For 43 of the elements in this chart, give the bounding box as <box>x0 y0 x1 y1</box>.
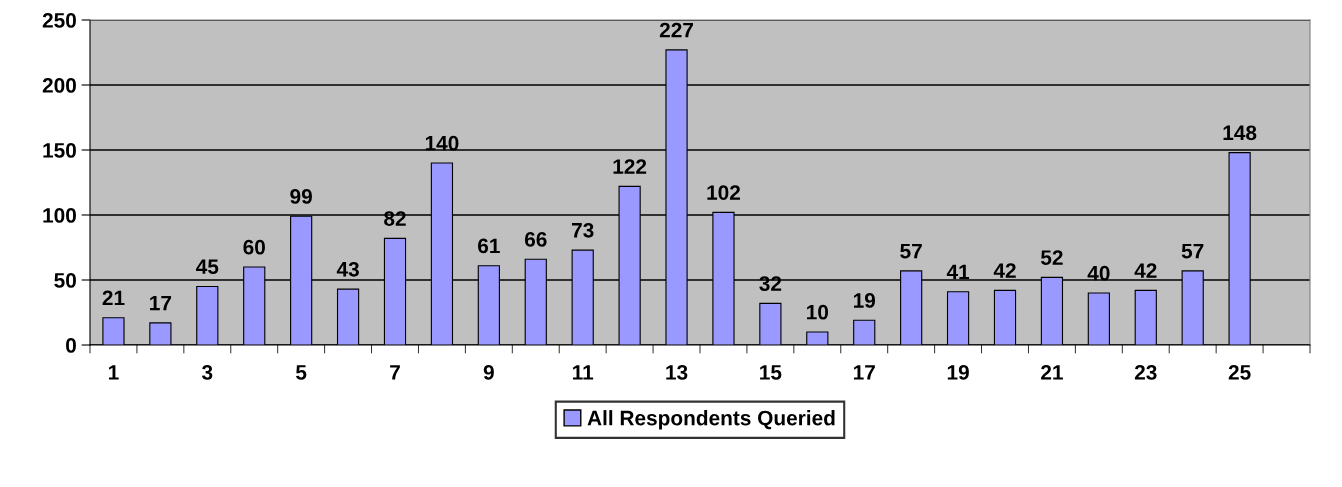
y-tick-label: 50 <box>54 273 76 288</box>
data-label: 52 <box>1040 250 1063 265</box>
x-tick-label: 17 <box>853 365 875 380</box>
data-label: 99 <box>290 189 312 204</box>
data-label: 41 <box>946 264 970 280</box>
data-label: 40 <box>1087 265 1110 281</box>
data-label: 42 <box>1134 263 1157 278</box>
data-label: 42 <box>993 263 1016 278</box>
data-label: 60 <box>243 239 265 255</box>
x-tick-label: 19 <box>947 364 969 380</box>
x-tick-label: 21 <box>1041 364 1063 380</box>
data-label: 227 <box>659 22 693 38</box>
data-label: 140 <box>425 135 459 151</box>
y-tick-label: 150 <box>43 143 76 158</box>
x-tick-label: 3 <box>201 364 213 380</box>
data-label: 19 <box>853 293 876 308</box>
data-label: 21 <box>102 290 125 306</box>
data-label: 45 <box>196 259 219 275</box>
x-tick-label: 13 <box>666 364 688 380</box>
x-tick-label: 23 <box>1134 364 1157 380</box>
data-label: 61 <box>478 238 500 254</box>
data-label: 148 <box>1223 125 1257 141</box>
data-label: 102 <box>707 185 741 200</box>
x-tick-label: 5 <box>296 365 307 380</box>
data-label: 57 <box>900 243 922 259</box>
y-tick-label: 100 <box>43 208 76 223</box>
data-label: 66 <box>524 232 547 247</box>
data-label: 43 <box>336 261 359 277</box>
x-tick-label: 11 <box>572 365 594 380</box>
y-tick-label: 0 <box>66 338 76 353</box>
x-tick-label: 7 <box>390 365 400 380</box>
data-label: 122 <box>613 159 647 174</box>
y-tick-label: 200 <box>42 78 76 93</box>
data-label: 57 <box>1181 243 1204 259</box>
data-label: 73 <box>572 222 594 238</box>
legend-label: All Respondents Queried <box>587 410 835 430</box>
data-label: 10 <box>807 304 829 320</box>
y-tick-label: 250 <box>42 13 76 28</box>
x-tick-label: 1 <box>108 365 119 380</box>
x-tick-label: 25 <box>1228 364 1251 380</box>
data-label: 17 <box>150 295 172 311</box>
x-tick-label: 15 <box>760 365 782 380</box>
x-tick-label: 9 <box>483 364 494 380</box>
